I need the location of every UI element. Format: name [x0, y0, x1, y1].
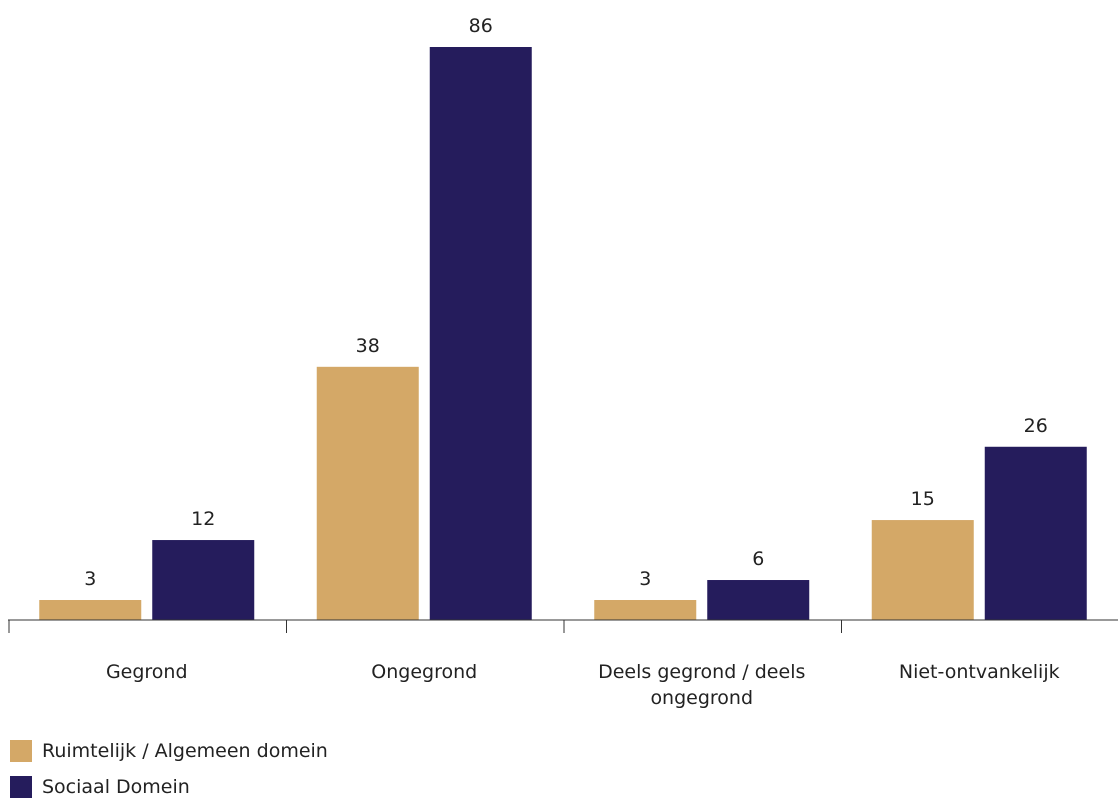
bar-sociaal-2 — [429, 47, 532, 620]
bar-sociaal-1 — [152, 540, 255, 620]
bar-ruimtelijk-1 — [39, 600, 142, 620]
legend-item-ruimtelijk: Ruimtelijk / Algemeen domein — [10, 738, 328, 764]
bar-ruimtelijk-3 — [594, 600, 697, 620]
legend: Ruimtelijk / Algemeen domein Sociaal Dom… — [10, 738, 328, 810]
data-label-ruimtelijk-4: 15 — [911, 488, 935, 510]
x-tick-label-3: Deels gegrond / deels ongegrond — [598, 661, 805, 709]
data-label-ruimtelijk-1: 3 — [84, 568, 96, 590]
legend-item-sociaal: Sociaal Domein — [10, 774, 328, 800]
data-labels-layer: 3 12 38 86 3 6 15 26 — [84, 15, 1048, 590]
data-label-sociaal-4: 26 — [1024, 415, 1048, 437]
legend-label-sociaal: Sociaal Domein — [42, 776, 190, 798]
legend-label-ruimtelijk: Ruimtelijk / Algemeen domein — [42, 740, 328, 762]
data-label-sociaal-2: 86 — [469, 15, 493, 37]
legend-swatch-ruimtelijk — [10, 740, 32, 762]
bar-ruimtelijk-2 — [316, 366, 419, 620]
data-label-sociaal-3: 6 — [752, 548, 764, 570]
bars-layer — [39, 47, 1087, 620]
x-tick-label-1: Gegrond — [106, 661, 188, 683]
x-tick-label-4: Niet-ontvankelijk — [899, 661, 1060, 683]
data-label-ruimtelijk-3: 3 — [639, 568, 651, 590]
x-axis: Gegrond Ongegrond Deels gegrond / deels ong… — [8, 619, 1118, 709]
x-tick-label-2: Ongegrond — [371, 661, 477, 683]
data-label-ruimtelijk-2: 38 — [356, 335, 380, 357]
bar-sociaal-3 — [707, 580, 810, 620]
bar-sociaal-4 — [984, 446, 1087, 620]
legend-swatch-sociaal — [10, 776, 32, 798]
bar-ruimtelijk-4 — [871, 520, 974, 620]
data-label-sociaal-1: 12 — [191, 508, 215, 530]
